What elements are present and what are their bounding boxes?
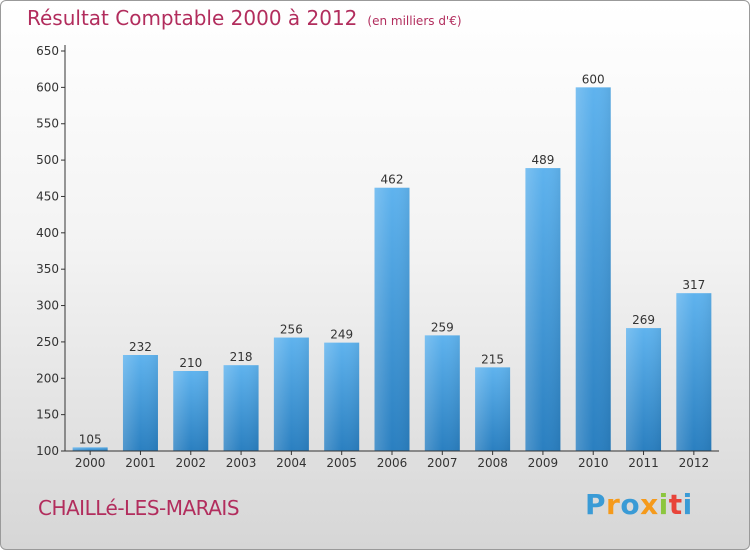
bars: 105 232 210 218 256 249 462 259 215 489 600 269 317 — [72, 72, 712, 451]
chart-title-text: Résultat Comptable 2000 à 2012 — [27, 6, 358, 30]
y-tick-label: 100 — [36, 444, 59, 458]
x-tick-label-2012: 2012 — [679, 456, 710, 470]
value-label-2002: 210 — [179, 356, 202, 370]
bar-sheen — [676, 293, 712, 451]
value-label-2000: 105 — [79, 432, 102, 446]
x-tick-label-2009: 2009 — [528, 456, 559, 470]
bar-sheen — [575, 87, 611, 451]
x-tick-label-2005: 2005 — [326, 456, 357, 470]
x-tick-label-2008: 2008 — [477, 456, 508, 470]
bar-sheen — [424, 335, 460, 451]
x-tick-label-2004: 2004 — [276, 456, 307, 470]
x-tick-label-2010: 2010 — [578, 456, 609, 470]
y-tick-label: 550 — [36, 117, 59, 131]
x-tick-label-2003: 2003 — [226, 456, 257, 470]
value-label-2008: 215 — [481, 352, 504, 366]
y-tick-label: 200 — [36, 371, 59, 385]
value-label-2005: 249 — [330, 328, 353, 342]
x-tick-label-2002: 2002 — [175, 456, 206, 470]
chart-title: Résultat Comptable 2000 à 2012 (en millie… — [27, 6, 462, 30]
city-name: CHAILLé-LES-MARAIS — [38, 496, 240, 520]
value-label-2001: 232 — [129, 340, 152, 354]
y-tick-label: 500 — [36, 153, 59, 167]
logo-letter: x — [640, 488, 659, 521]
bar-sheen — [273, 337, 309, 451]
bar-sheen — [525, 168, 561, 451]
y-tick-label: 450 — [36, 189, 59, 203]
y-tick-label: 650 — [36, 44, 59, 58]
y-tick-label: 350 — [36, 262, 59, 276]
y-tick-label: 150 — [36, 408, 59, 422]
x-tick-label-2007: 2007 — [427, 456, 458, 470]
bar-sheen — [324, 342, 360, 451]
value-label-2010: 600 — [582, 72, 605, 86]
logo-letter: t — [668, 488, 683, 521]
y-tick-label: 300 — [36, 299, 59, 313]
x-tick-label-2006: 2006 — [377, 456, 408, 470]
logo-letter: P — [585, 488, 607, 521]
y-tick-label: 250 — [36, 335, 59, 349]
value-label-2004: 256 — [280, 323, 303, 337]
y-tick-label: 600 — [36, 80, 59, 94]
value-label-2003: 218 — [230, 350, 253, 364]
value-label-2007: 259 — [431, 320, 454, 334]
bar-sheen — [374, 187, 410, 451]
y-axis: 100 150 200 250 300 350 400 450 500 550 600 650 — [36, 44, 66, 458]
proxiti-logo[interactable]: Proxiti — [585, 488, 693, 521]
logo-letter: o — [620, 488, 641, 521]
value-label-2011: 269 — [632, 313, 655, 327]
y-tick-label: 400 — [36, 226, 59, 240]
logo-letter: r — [606, 488, 621, 521]
logo-letter: i — [682, 488, 693, 521]
bar-sheen — [122, 355, 158, 451]
value-label-2009: 489 — [531, 153, 554, 167]
x-tick-label-2000: 2000 — [75, 456, 106, 470]
x-tick-label-2001: 2001 — [125, 456, 156, 470]
value-label-2012: 317 — [682, 278, 705, 292]
chart-subtitle: (en milliers d'€) — [367, 14, 462, 28]
bar-sheen — [72, 447, 108, 451]
logo-letter: i — [658, 488, 669, 521]
bar-sheen — [223, 365, 259, 451]
bar-sheen — [173, 371, 209, 451]
value-label-2006: 462 — [381, 173, 404, 187]
x-tick-label-2011: 2011 — [628, 456, 659, 470]
bar-sheen — [475, 367, 511, 451]
bar-sheen — [626, 328, 662, 451]
x-axis: 2000 2001 2002 2003 2004 2005 2006 2007 2008 2009… — [65, 450, 719, 470]
